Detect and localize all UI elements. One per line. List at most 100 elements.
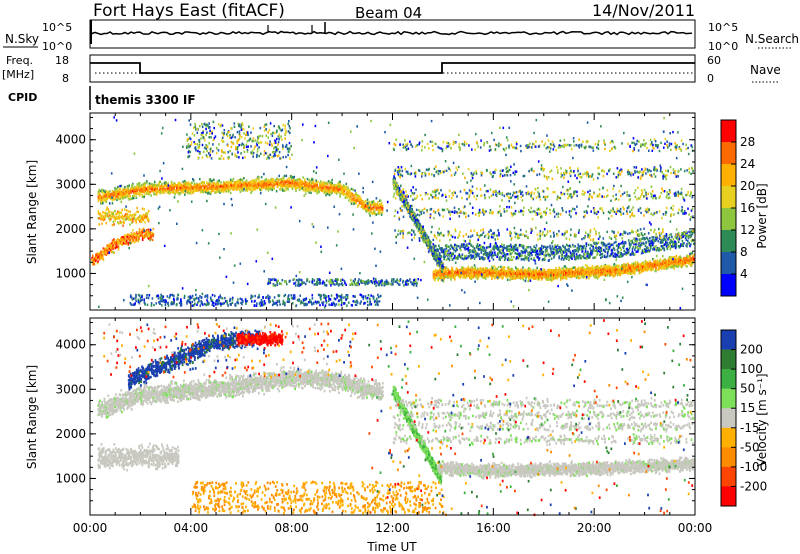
- cpid-strip: CPID themis 3300 IF: [8, 86, 196, 110]
- power-cell: [438, 247, 441, 250]
- power-cell: [140, 217, 143, 220]
- power-cell: [112, 212, 115, 216]
- power-cell: [242, 128, 245, 131]
- power-cell: [516, 247, 519, 250]
- power-cell: [208, 178, 211, 181]
- power-cell: [229, 178, 232, 181]
- power-cell: [138, 237, 140, 240]
- power-cell: [250, 181, 252, 185]
- power-cell: [102, 191, 104, 194]
- power-cell: [161, 182, 163, 185]
- power-cell: [470, 254, 473, 257]
- power-cell: [419, 231, 421, 234]
- power-cell: [409, 215, 411, 218]
- power-cell: [301, 184, 303, 188]
- power-cell: [355, 200, 357, 204]
- power-cell: [493, 265, 495, 268]
- power-cell: [327, 186, 330, 189]
- power-cell: [245, 145, 248, 149]
- power-cell: [371, 200, 373, 203]
- power-cell: [298, 185, 301, 189]
- power-cell: [219, 185, 221, 188]
- power-cell: [93, 263, 96, 266]
- power-cell: [300, 180, 303, 184]
- power-cell: [124, 214, 126, 218]
- power-cell: [128, 192, 130, 195]
- power-cell: [191, 189, 193, 192]
- power-cell: [352, 194, 355, 197]
- power-cell: [453, 248, 455, 252]
- power-scatter: [91, 116, 695, 310]
- power-cell: [171, 188, 174, 191]
- power-cell: [253, 182, 256, 185]
- power-cell: [106, 206, 108, 209]
- power-cell: [288, 141, 291, 145]
- power-cell: [393, 181, 396, 184]
- power-cell: [212, 138, 215, 142]
- power-cell: [147, 191, 149, 194]
- power-cell: [135, 195, 138, 199]
- power-cell: [115, 245, 118, 249]
- power-cell: [254, 139, 256, 142]
- power-cell: [107, 208, 109, 211]
- power-cell: [145, 232, 147, 235]
- power-cell: [187, 145, 189, 148]
- power-cell: [240, 143, 243, 147]
- power-cell: [371, 207, 373, 210]
- power-cell: [98, 251, 101, 255]
- power-cell: [251, 184, 253, 188]
- power-cell: [448, 249, 450, 252]
- power-cell: [496, 245, 498, 248]
- power-cell: [221, 136, 224, 139]
- power-cell: [99, 197, 101, 200]
- nsky-top-tick: 10^5: [42, 21, 72, 34]
- power-cell: [130, 241, 133, 244]
- power-cell: [161, 189, 163, 193]
- power-cell: [350, 193, 353, 196]
- power-cell: [348, 199, 350, 202]
- power-cell: [124, 186, 126, 189]
- power-cell: [302, 176, 304, 179]
- power-cell: [312, 189, 315, 192]
- power-cell: [537, 252, 539, 256]
- power-cell: [447, 253, 449, 257]
- power-cell: [285, 143, 288, 147]
- power-cell: [102, 247, 105, 250]
- power-cell: [248, 139, 250, 142]
- power-cell: [404, 195, 407, 198]
- power-cell: [183, 184, 185, 188]
- power-cell: [324, 191, 326, 194]
- power-cell: [477, 245, 480, 248]
- power-cell: [136, 183, 138, 186]
- power-cell: [332, 184, 334, 187]
- power-cell: [214, 186, 217, 190]
- power-cell: [285, 188, 288, 191]
- power-cell: [278, 125, 280, 128]
- power-cell: [281, 180, 283, 183]
- power-cell: [233, 182, 235, 185]
- power-cell: [106, 197, 108, 201]
- power-cell: [184, 187, 187, 190]
- power-cell: [204, 188, 206, 191]
- power-cell: [451, 254, 453, 258]
- power-cell: [293, 184, 295, 187]
- power-cell: [280, 135, 282, 138]
- power-cell: [448, 258, 451, 262]
- power-cell: [304, 186, 307, 189]
- power-cell: [142, 218, 145, 222]
- power-cell: [134, 187, 137, 190]
- power-cell: [177, 183, 179, 187]
- power-cell: [104, 248, 106, 251]
- power-cell: [530, 257, 532, 260]
- power-cell: [493, 248, 495, 251]
- power-cell: [248, 125, 250, 128]
- power-cell: [128, 237, 130, 240]
- power-cell: [231, 179, 234, 183]
- power-cell: [118, 210, 121, 214]
- power-cell: [298, 184, 301, 187]
- power-cell: [97, 210, 100, 213]
- power-cell: [123, 189, 125, 192]
- power-cell: [345, 185, 348, 189]
- power-cell: [349, 197, 352, 200]
- power-cell: [522, 258, 524, 261]
